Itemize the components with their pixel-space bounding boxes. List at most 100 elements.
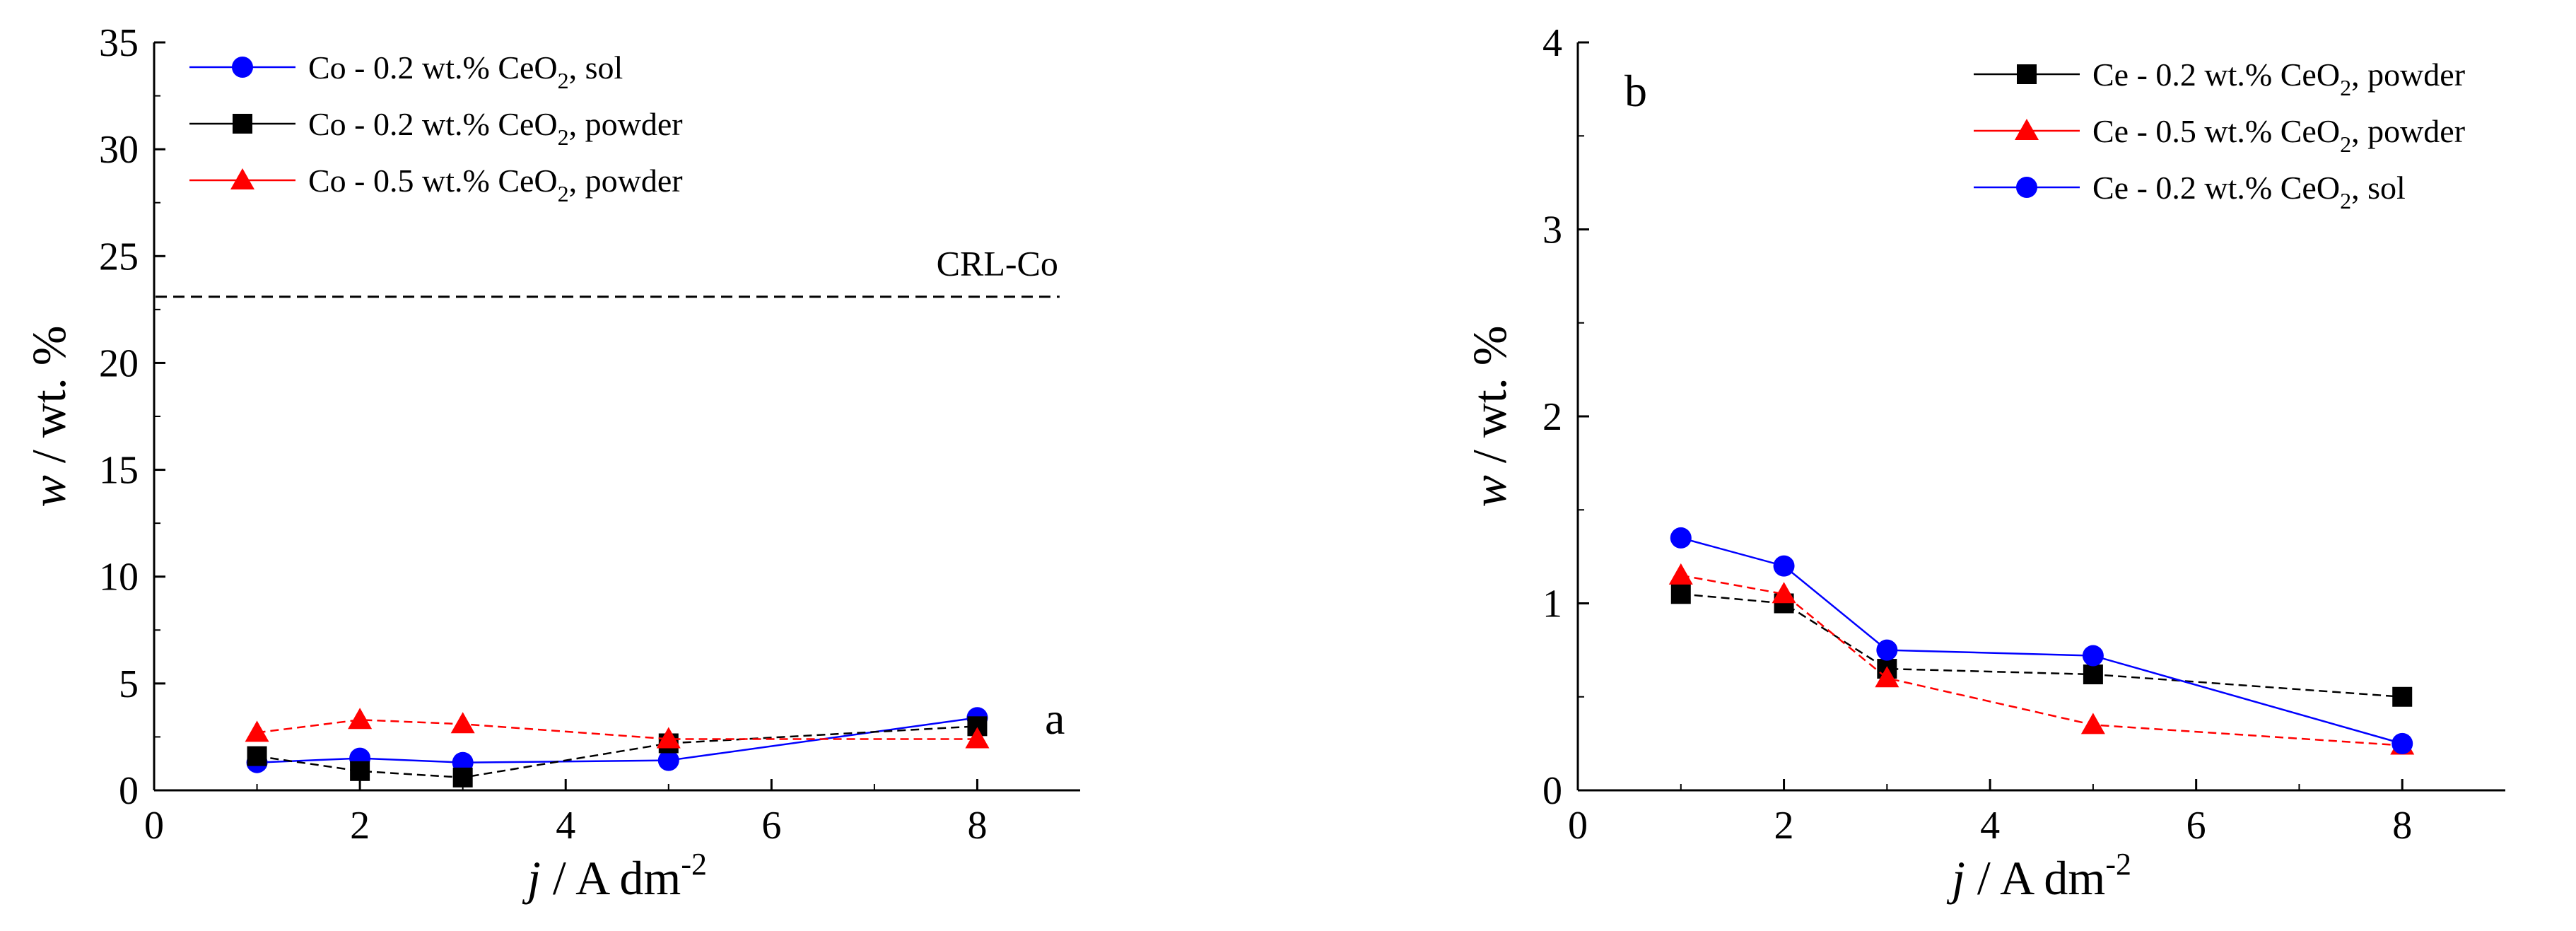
legend-entry-text: Co - 0.2 wt.% CeO [308,106,558,142]
legend-entry-subscript: 2 [558,181,569,206]
x-tick-label: 2 [1774,804,1794,848]
x-axis-label-variable: j [522,851,541,905]
x-tick-label: 0 [1568,804,1588,848]
x-axis-label: j / A dm-2 [522,847,707,905]
legend-entry-suffix: , sol [569,49,623,86]
data-point [2391,732,2413,754]
y-axis-label-variable: w [22,475,76,507]
y-tick-label: 15 [99,449,139,493]
legend-entry: Ce - 0.2 wt.% CeO2, sol [2092,170,2406,213]
legend-marker [230,168,254,189]
legend-marker [233,114,252,134]
data-point [2392,686,2413,707]
y-axis-label: w / wt. % [1463,326,1516,508]
x-tick-label: 8 [2392,804,2412,848]
y-tick-label: 35 [99,21,139,65]
data-point [1670,527,1692,549]
data-point [348,708,373,730]
y-axis-label: w / wt. % [22,326,76,508]
data-point [450,712,475,734]
legend-entry-text: Ce - 0.2 wt.% CeO [2092,57,2340,93]
legend-entry-suffix: , powder [2351,113,2465,149]
panel-label: b [1624,66,1647,116]
y-tick-label: 5 [119,662,139,706]
y-tick-label: 3 [1542,209,1562,252]
x-tick-label: 4 [1980,804,2000,848]
series-line [1680,593,2403,698]
legend-entry-suffix: , powder [569,106,683,142]
x-tick-label: 4 [556,804,575,848]
y-tick-label: 2 [1542,395,1562,439]
series-2 [245,708,990,749]
legend-marker [2015,119,2039,140]
x-tick-label: 0 [144,804,164,848]
x-axis-label-unit: / A dm [541,851,681,905]
legend-entry-subscript: 2 [2340,188,2351,213]
legend-marker [232,57,253,78]
data-point [965,727,990,749]
data-point [656,727,681,749]
data-point [452,767,473,787]
y-tick-label: 25 [99,235,139,279]
data-point [1668,563,1693,585]
legend-entry: Co - 0.2 wt.% CeO2, powder [308,106,683,150]
legend-marker [2016,177,2037,198]
data-point [1772,582,1796,604]
y-axis-label-unit: / wt. % [1463,326,1516,476]
legend-entry-text: Ce - 0.2 wt.% CeO [2092,170,2340,206]
data-point [2082,645,2104,667]
x-tick-label: 6 [761,804,781,848]
series-1 [1668,563,2415,755]
reference-line-label: CRL-Co [937,244,1058,283]
legend-entry-suffix: , sol [2351,170,2406,206]
x-axis-label-exponent: -2 [681,847,707,882]
data-point [1876,639,1898,661]
x-axis-label-exponent: -2 [2105,847,2131,882]
data-point [657,749,679,771]
y-axis-label-unit: / wt. % [22,326,76,476]
data-point [2083,664,2103,685]
legend-entry: Ce - 0.5 wt.% CeO2, powder [2092,113,2465,157]
series-2 [1670,527,2413,754]
x-tick-label: 2 [350,804,370,848]
series-line [1680,574,2403,746]
x-axis-label-variable: j [1946,851,1965,905]
y-tick-label: 0 [119,769,139,813]
legend-entry-suffix: , powder [2351,57,2465,93]
y-tick-label: 30 [99,128,139,172]
y-tick-label: 20 [99,341,139,385]
legend-entry-text: Co - 0.2 wt.% CeO [308,49,558,86]
data-point [2080,713,2105,734]
legend-entry-subscript: 2 [558,68,569,93]
legend-entry: Ce - 0.2 wt.% CeO2, powder [2092,57,2465,100]
data-point [1875,666,1899,688]
data-point [1670,584,1691,604]
legend-entry: Co - 0.2 wt.% CeO2, sol [308,49,623,93]
legend-entry-suffix: , powder [569,163,683,199]
legend-marker [2017,64,2037,84]
y-tick-label: 4 [1542,21,1562,65]
data-point [247,746,267,766]
y-tick-label: 0 [1542,769,1562,813]
x-tick-label: 6 [2186,804,2206,848]
data-point [1773,555,1795,577]
x-tick-label: 8 [967,804,987,848]
y-axis-label-variable: w [1463,475,1516,507]
panel-label: a [1045,693,1065,744]
y-tick-label: 1 [1542,582,1562,626]
legend-entry-subscript: 2 [2340,75,2351,100]
data-point [350,761,370,781]
y-tick-label: 10 [99,556,139,599]
legend-entry-text: Ce - 0.5 wt.% CeO [2092,113,2340,149]
legend-entry-subscript: 2 [558,124,569,150]
chart-panel-a: 0 2 4 6 8 0 5 10 15 20 25 30 35 j / A dm-2 w / wt. % CR… [22,21,1080,905]
legend-entry: Co - 0.5 wt.% CeO2, powder [308,163,683,206]
legend-entry-text: Co - 0.5 wt.% CeO [308,163,558,199]
data-point [245,720,269,742]
x-axis-label: j / A dm-2 [1946,847,2131,905]
x-axis-label-unit: / A dm [1965,851,2105,905]
